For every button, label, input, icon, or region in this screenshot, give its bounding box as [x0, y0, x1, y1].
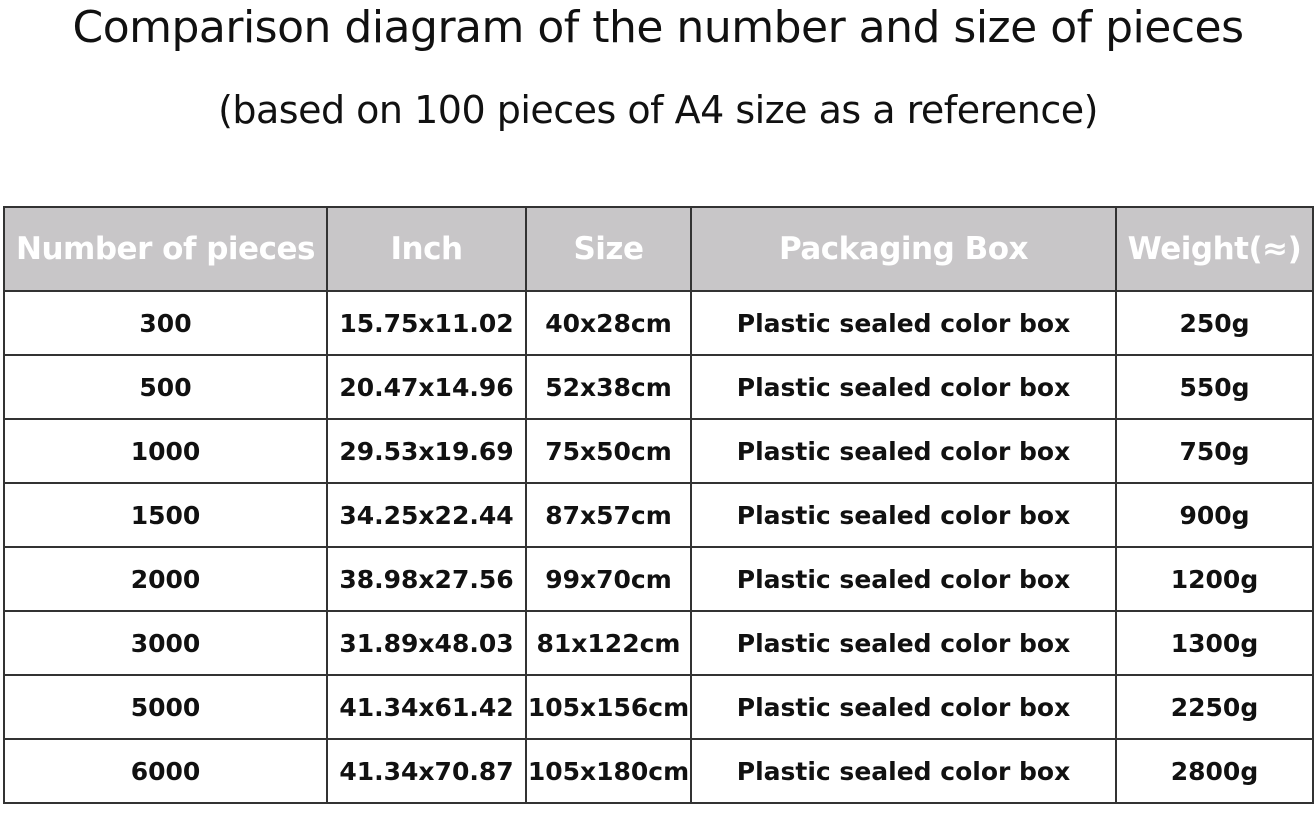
cell-number-of-pieces: 5000	[3, 674, 328, 740]
cell-number-of-pieces: 1000	[3, 418, 328, 484]
cell-packaging-box: Plastic sealed color box	[690, 482, 1117, 548]
table-row: 1500 34.25x22.44 87x57cm Plastic sealed col…	[3, 482, 1314, 548]
cell-inch: 41.34x61.42	[326, 674, 527, 740]
cell-packaging-box: Plastic sealed color box	[690, 354, 1117, 420]
cell-number-of-pieces: 500	[3, 354, 328, 420]
cell-size: 52x38cm	[525, 354, 692, 420]
cell-size: 87x57cm	[525, 482, 692, 548]
cell-weight: 250g	[1115, 290, 1314, 356]
page-subtitle: (based on 100 pieces of A4 size as a ref…	[218, 88, 1098, 132]
cell-size: 40x28cm	[525, 290, 692, 356]
cell-size: 105x156cm	[525, 674, 692, 740]
cell-size: 81x122cm	[525, 610, 692, 676]
table-row: 6000 41.34x70.87 105x180cm Plastic sealed c…	[3, 738, 1314, 804]
table-row: 500 20.47x14.96 52x38cm Plastic sealed colo…	[3, 354, 1314, 420]
cell-packaging-box: Plastic sealed color box	[690, 546, 1117, 612]
column-header-packaging-box: Packaging Box	[690, 206, 1117, 292]
cell-size: 75x50cm	[525, 418, 692, 484]
cell-number-of-pieces: 1500	[3, 482, 328, 548]
cell-weight: 750g	[1115, 418, 1314, 484]
cell-inch: 34.25x22.44	[326, 482, 527, 548]
cell-weight: 1300g	[1115, 610, 1314, 676]
size-comparison-table: Number of pieces Inch Size Packaging Box Wei…	[3, 206, 1314, 804]
cell-size: 99x70cm	[525, 546, 692, 612]
cell-packaging-box: Plastic sealed color box	[690, 418, 1117, 484]
table-row: 2000 38.98x27.56 99x70cm Plastic sealed col…	[3, 546, 1314, 612]
table-row: 300 15.75x11.02 40x28cm Plastic sealed colo…	[3, 290, 1314, 356]
cell-number-of-pieces: 3000	[3, 610, 328, 676]
cell-inch: 20.47x14.96	[326, 354, 527, 420]
cell-packaging-box: Plastic sealed color box	[690, 738, 1117, 804]
column-header-inch: Inch	[326, 206, 527, 292]
cell-weight: 550g	[1115, 354, 1314, 420]
column-header-weight: Weight(≈)	[1115, 206, 1314, 292]
table-row: 3000 31.89x48.03 81x122cm Plastic sealed co…	[3, 610, 1314, 676]
table-header-row: Number of pieces Inch Size Packaging Box Wei…	[3, 206, 1314, 292]
cell-packaging-box: Plastic sealed color box	[690, 674, 1117, 740]
cell-inch: 41.34x70.87	[326, 738, 527, 804]
cell-number-of-pieces: 6000	[3, 738, 328, 804]
cell-inch: 38.98x27.56	[326, 546, 527, 612]
cell-packaging-box: Plastic sealed color box	[690, 290, 1117, 356]
cell-weight: 900g	[1115, 482, 1314, 548]
cell-inch: 15.75x11.02	[326, 290, 527, 356]
cell-weight: 2800g	[1115, 738, 1314, 804]
page-title: Comparison diagram of the number and siz…	[72, 2, 1244, 53]
cell-size: 105x180cm	[525, 738, 692, 804]
cell-number-of-pieces: 300	[3, 290, 328, 356]
cell-inch: 29.53x19.69	[326, 418, 527, 484]
cell-number-of-pieces: 2000	[3, 546, 328, 612]
cell-weight: 2250g	[1115, 674, 1314, 740]
table-row: 1000 29.53x19.69 75x50cm Plastic sealed col…	[3, 418, 1314, 484]
cell-weight: 1200g	[1115, 546, 1314, 612]
cell-packaging-box: Plastic sealed color box	[690, 610, 1117, 676]
column-header-size: Size	[525, 206, 692, 292]
column-header-number-of-pieces: Number of pieces	[3, 206, 328, 292]
cell-inch: 31.89x48.03	[326, 610, 527, 676]
table-row: 5000 41.34x61.42 105x156cm Plastic sealed c…	[3, 674, 1314, 740]
